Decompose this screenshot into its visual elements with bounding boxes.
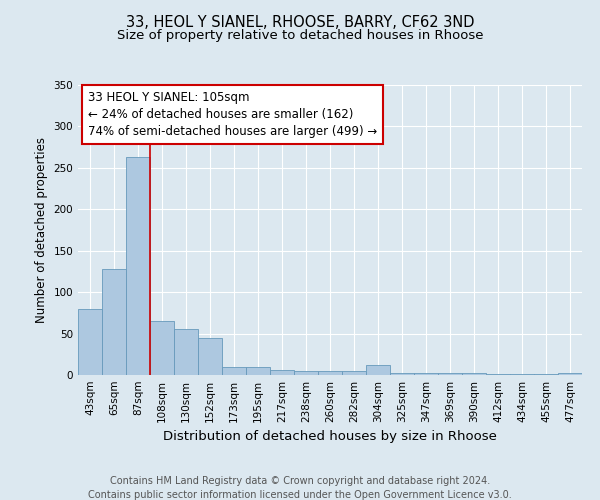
Text: Size of property relative to detached houses in Rhoose: Size of property relative to detached ho… bbox=[117, 30, 483, 43]
Bar bbox=[558, 372, 582, 375]
Bar bbox=[510, 374, 534, 375]
Text: Contains HM Land Registry data © Crown copyright and database right 2024.
Contai: Contains HM Land Registry data © Crown c… bbox=[88, 476, 512, 500]
Bar bbox=[150, 321, 174, 375]
Bar bbox=[102, 269, 126, 375]
X-axis label: Distribution of detached houses by size in Rhoose: Distribution of detached houses by size … bbox=[163, 430, 497, 444]
Bar bbox=[414, 372, 438, 375]
Bar bbox=[342, 371, 366, 375]
Bar bbox=[534, 374, 558, 375]
Bar bbox=[246, 366, 270, 375]
Bar bbox=[390, 372, 414, 375]
Bar bbox=[366, 365, 390, 375]
Bar bbox=[486, 374, 510, 375]
Bar bbox=[270, 370, 294, 375]
Bar bbox=[222, 366, 246, 375]
Text: 33 HEOL Y SIANEL: 105sqm
← 24% of detached houses are smaller (162)
74% of semi-: 33 HEOL Y SIANEL: 105sqm ← 24% of detach… bbox=[88, 91, 377, 138]
Bar bbox=[78, 308, 102, 375]
Bar bbox=[126, 157, 150, 375]
Bar bbox=[462, 374, 486, 375]
Bar bbox=[318, 371, 342, 375]
Y-axis label: Number of detached properties: Number of detached properties bbox=[35, 137, 48, 323]
Bar bbox=[294, 371, 318, 375]
Bar bbox=[174, 330, 198, 375]
Bar bbox=[438, 372, 462, 375]
Text: 33, HEOL Y SIANEL, RHOOSE, BARRY, CF62 3ND: 33, HEOL Y SIANEL, RHOOSE, BARRY, CF62 3… bbox=[126, 15, 474, 30]
Bar bbox=[198, 338, 222, 375]
